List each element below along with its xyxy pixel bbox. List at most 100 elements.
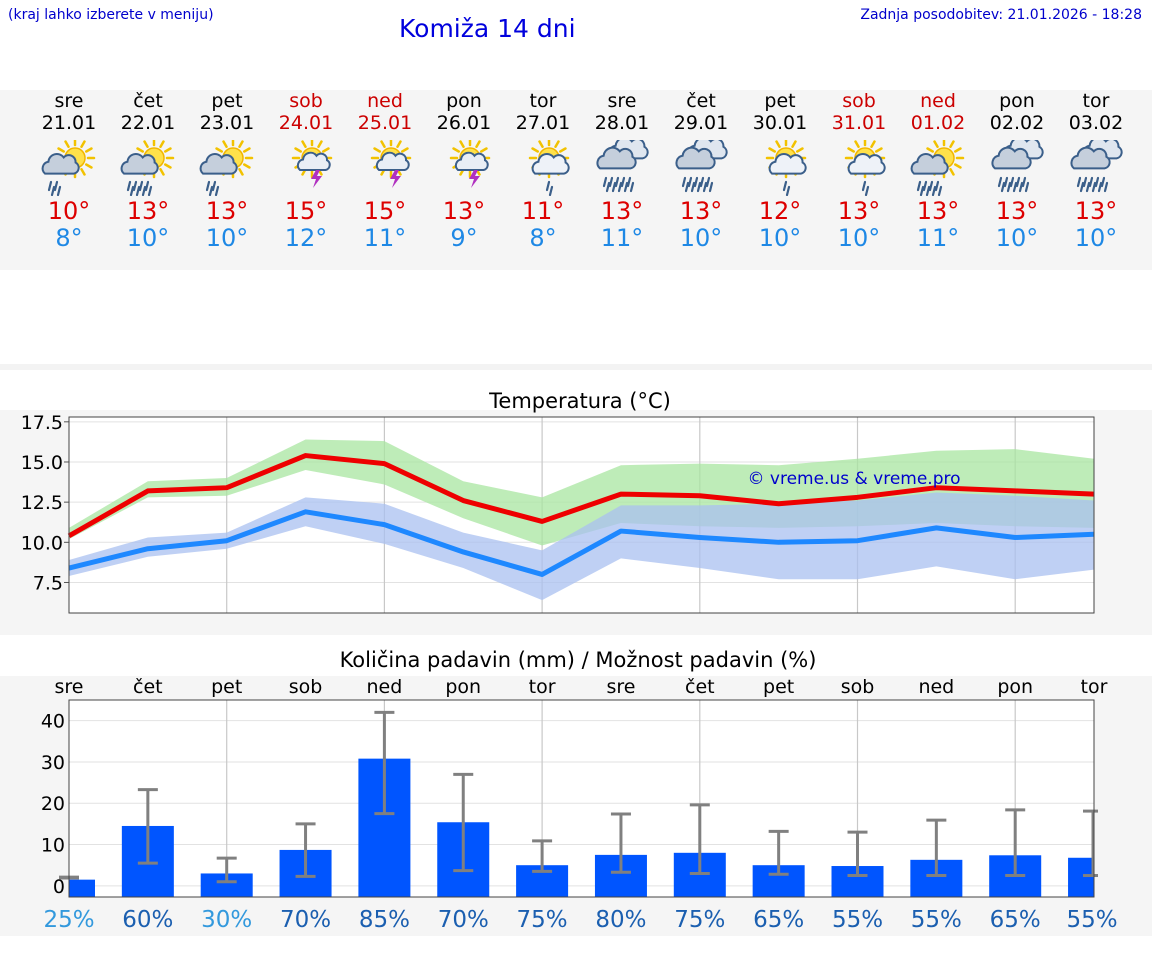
day-name: sob [842, 90, 876, 112]
precipitation-chance-label: 65% [990, 907, 1041, 933]
x-category-label: sob [289, 676, 323, 698]
precipitation-bar [200, 873, 253, 897]
precipitation-bar [1068, 857, 1094, 897]
day-column: ned 01.02 13° 11° [898, 90, 978, 252]
day-date: 02.02 [989, 112, 1045, 134]
day-column: čet 29.01 13° 10° [661, 90, 741, 252]
day-column: sre 21.01 10° 8° [29, 90, 109, 252]
day-name: čet [133, 90, 163, 112]
page-title: Komiža 14 dni [399, 14, 576, 43]
min-temperature: 9° [450, 224, 478, 252]
day-date: 27.01 [515, 112, 571, 134]
x-category-label: čet [133, 676, 163, 698]
max-temperature: 13° [679, 197, 723, 225]
max-temperature: 13° [205, 197, 249, 225]
tmin-line [68, 509, 1095, 577]
max-temperature: 13° [442, 197, 486, 225]
min-temperature: 11° [363, 224, 407, 252]
precipitation-bar [69, 879, 95, 897]
day-name: ned [367, 90, 403, 112]
precipitation-chance-label: 65% [753, 907, 804, 933]
day-name: tor [1082, 90, 1110, 112]
min-temperature: 8° [55, 224, 83, 252]
day-date: 30.01 [752, 112, 808, 134]
precipitation-plot-frame [68, 699, 1095, 898]
day-name: tor [529, 90, 557, 112]
min-temperature: 10° [205, 224, 249, 252]
day-name: sre [54, 90, 84, 112]
tmin-range-band [69, 492, 1095, 601]
precipitation-chance-label: 30% [201, 907, 252, 933]
day-date: 21.01 [41, 112, 97, 134]
watermark: © vreme.us & vreme.pro [747, 469, 960, 489]
day-date: 26.01 [436, 112, 492, 134]
sun-cloud-light-rain-icon [765, 140, 807, 196]
temperature-chart-title: Temperatura (°C) [488, 389, 671, 413]
day-date: 31.01 [831, 112, 887, 134]
y-tick-label: 15.0 [21, 452, 63, 474]
day-column: čet 22.01 13° 10° [108, 90, 188, 252]
divider [0, 364, 1152, 370]
day-name: sob [289, 90, 323, 112]
max-temperature: 13° [600, 197, 644, 225]
min-temperature: 11° [916, 224, 960, 252]
precipitation-chance-label: 60% [122, 907, 173, 933]
y-tick-label: 30 [41, 752, 65, 774]
precipitation-chart: 40 30 20 10 0 sre čet pet sob ned pon tor sre čet pet s… [41, 676, 1118, 933]
min-temperature: 10° [837, 224, 881, 252]
max-temperature: 10° [47, 197, 91, 225]
min-temperature: 10° [679, 224, 723, 252]
min-temperature: 11° [600, 224, 644, 252]
day-column: pet 23.01 13° 10° [187, 90, 267, 252]
max-temperature: 13° [837, 197, 881, 225]
max-temperature: 15° [284, 197, 328, 225]
min-temperature: 10° [126, 224, 170, 252]
sun-cloud-light-rain-icon [844, 140, 886, 196]
daily-forecast-strip: sre 21.01 10° 8° čet 22.01 13° 10° pet 23.01 13° 10… [0, 90, 1152, 270]
day-date: 25.01 [357, 112, 413, 134]
y-tick-label: 17.5 [21, 412, 63, 434]
day-date: 03.02 [1068, 112, 1124, 134]
day-name: pet [211, 90, 243, 112]
max-temperature: 13° [1074, 197, 1118, 225]
day-column: sob 24.01 15° 12° [266, 90, 346, 252]
day-column: sob 31.01 13° 10° [819, 90, 899, 252]
y-tick-label: 7.5 [33, 572, 63, 594]
x-category-label: pet [211, 676, 242, 698]
precipitation-chance-label: 75% [517, 907, 568, 933]
sun-cloud-heavy-rain-icon [910, 140, 965, 196]
y-tick-label: 20 [41, 793, 65, 815]
sun-thunderstorm-icon [449, 140, 491, 188]
cloud-heavy-rain-icon [991, 140, 1044, 193]
day-date: 29.01 [673, 112, 729, 134]
y-tick-label: 10.0 [21, 532, 63, 554]
sun-cloud-rain-icon [41, 140, 96, 196]
precipitation-chance-label: 75% [674, 907, 725, 933]
tmax-line [67, 453, 1095, 539]
temperature-chart: 17.5 15.0 12.5 10.0 7.5 [21, 412, 1095, 614]
last-updated: Zadnja posodobitev: 21.01.2026 - 18:28 [860, 7, 1142, 23]
precipitation-chance-label: 25% [43, 907, 94, 933]
x-category-label: pon [997, 676, 1033, 698]
cloud-heavy-rain-icon [1070, 140, 1123, 193]
x-category-label: ned [367, 676, 403, 698]
temperature-plot-frame [68, 416, 1095, 614]
day-name: pon [446, 90, 482, 112]
min-temperature: 8° [529, 224, 557, 252]
day-name: sre [607, 90, 637, 112]
day-column: tor 03.02 13° 10° [1056, 90, 1136, 252]
x-category-label: ned [918, 676, 954, 698]
sun-cloud-light-rain-icon [528, 140, 570, 196]
day-column: pet 30.01 12° 10° [740, 90, 820, 252]
x-category-label: sre [55, 676, 84, 698]
precipitation-chance-label: 80% [595, 907, 646, 933]
region-hint: (kraj lahko izberete v meniju) [8, 7, 214, 23]
max-temperature: 13° [916, 197, 960, 225]
precipitation-chart-title: Količina padavin (mm) / Možnost padavin … [340, 648, 817, 672]
sun-thunderstorm-icon [291, 140, 333, 188]
x-category-label: tor [1081, 676, 1108, 698]
cloud-heavy-rain-icon [675, 140, 728, 193]
day-date: 23.01 [199, 112, 255, 134]
sun-thunderstorm-icon [370, 140, 412, 188]
